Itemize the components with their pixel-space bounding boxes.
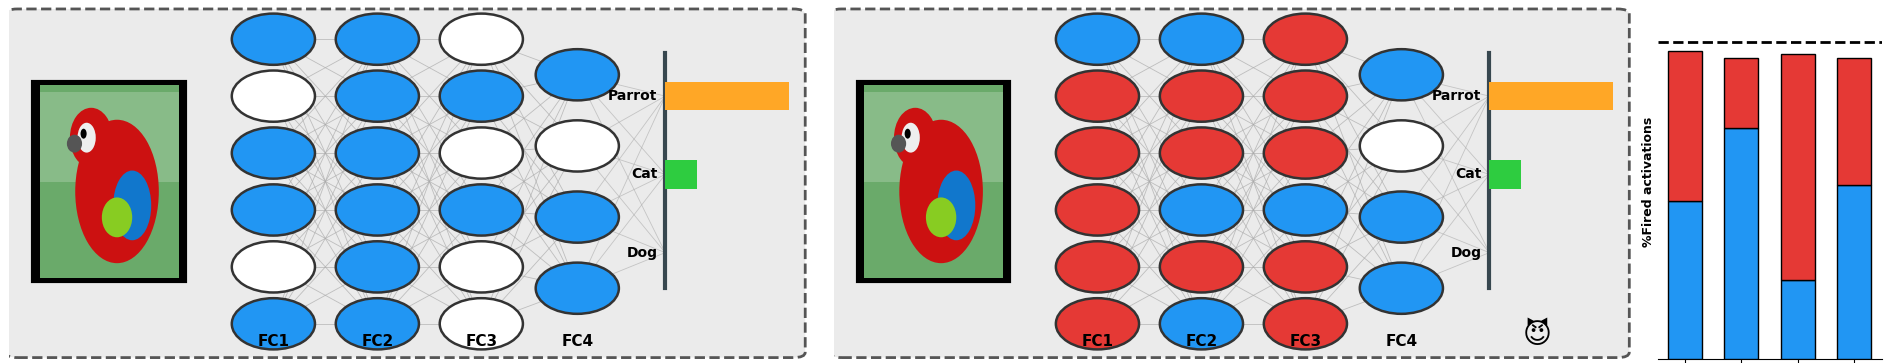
Ellipse shape [1159,13,1242,65]
Ellipse shape [113,171,151,240]
Ellipse shape [441,13,524,65]
Ellipse shape [1360,120,1443,172]
Ellipse shape [337,70,420,122]
Ellipse shape [1263,127,1346,179]
Ellipse shape [81,129,87,139]
Ellipse shape [337,298,420,350]
Ellipse shape [233,298,316,350]
FancyBboxPatch shape [830,9,1630,358]
Ellipse shape [441,241,524,293]
Ellipse shape [233,241,316,293]
FancyBboxPatch shape [40,92,180,182]
Text: FC1: FC1 [257,334,289,349]
Ellipse shape [535,120,618,172]
Ellipse shape [1055,184,1138,236]
Y-axis label: %Fired activations: %Fired activations [1641,117,1655,246]
Ellipse shape [1159,184,1242,236]
Ellipse shape [1159,241,1242,293]
Ellipse shape [1263,298,1346,350]
Ellipse shape [894,108,936,168]
Ellipse shape [1360,49,1443,101]
Bar [1838,185,1872,359]
Ellipse shape [233,70,316,122]
Ellipse shape [102,197,132,237]
Ellipse shape [337,127,420,179]
Ellipse shape [904,129,911,139]
Text: Parrot: Parrot [607,89,658,103]
Ellipse shape [70,108,112,168]
Ellipse shape [78,123,96,152]
Text: FC4: FC4 [562,334,594,349]
Text: FC2: FC2 [1186,334,1218,349]
Ellipse shape [535,49,618,101]
Bar [1781,54,1815,280]
Text: 😈: 😈 [1522,321,1553,349]
Text: Dog: Dog [1450,246,1481,260]
Ellipse shape [891,135,906,152]
Ellipse shape [1055,298,1138,350]
FancyBboxPatch shape [34,82,185,281]
FancyBboxPatch shape [1490,160,1522,189]
Ellipse shape [1360,191,1443,243]
Bar [1668,200,1702,359]
FancyBboxPatch shape [857,82,1010,281]
Text: FC4: FC4 [1386,334,1418,349]
Ellipse shape [441,298,524,350]
Ellipse shape [1263,241,1346,293]
FancyBboxPatch shape [40,85,180,278]
Bar [1838,58,1872,185]
Ellipse shape [900,120,983,263]
Bar [1781,280,1815,359]
FancyBboxPatch shape [1490,82,1613,110]
Bar [1725,58,1759,127]
FancyBboxPatch shape [666,160,698,189]
Ellipse shape [1360,262,1443,314]
Text: Dog: Dog [626,246,658,260]
FancyBboxPatch shape [6,9,806,358]
Ellipse shape [1055,127,1138,179]
Ellipse shape [441,127,524,179]
Text: FC3: FC3 [465,334,497,349]
Text: Cat: Cat [632,167,658,182]
Ellipse shape [233,184,316,236]
Ellipse shape [1263,13,1346,65]
Text: FC1: FC1 [1082,334,1114,349]
Ellipse shape [76,120,159,263]
Ellipse shape [1159,298,1242,350]
Ellipse shape [337,13,420,65]
Ellipse shape [441,70,524,122]
Ellipse shape [337,184,420,236]
FancyBboxPatch shape [666,82,789,110]
Ellipse shape [535,262,618,314]
FancyBboxPatch shape [864,92,1002,182]
Ellipse shape [1263,70,1346,122]
Text: Parrot: Parrot [1431,89,1481,103]
Ellipse shape [233,13,316,65]
Text: FC3: FC3 [1290,334,1322,349]
Ellipse shape [66,135,81,152]
Ellipse shape [441,184,524,236]
Ellipse shape [938,171,976,240]
Ellipse shape [1159,70,1242,122]
Bar [1725,127,1759,359]
Ellipse shape [1055,241,1138,293]
Ellipse shape [1263,184,1346,236]
Text: Cat: Cat [1454,167,1481,182]
Ellipse shape [1055,13,1138,65]
Ellipse shape [1159,127,1242,179]
Bar [1668,51,1702,200]
Ellipse shape [902,123,919,152]
Ellipse shape [1055,70,1138,122]
Ellipse shape [233,127,316,179]
Ellipse shape [927,197,957,237]
Ellipse shape [535,191,618,243]
Ellipse shape [337,241,420,293]
Text: FC2: FC2 [361,334,393,349]
FancyBboxPatch shape [864,85,1002,278]
